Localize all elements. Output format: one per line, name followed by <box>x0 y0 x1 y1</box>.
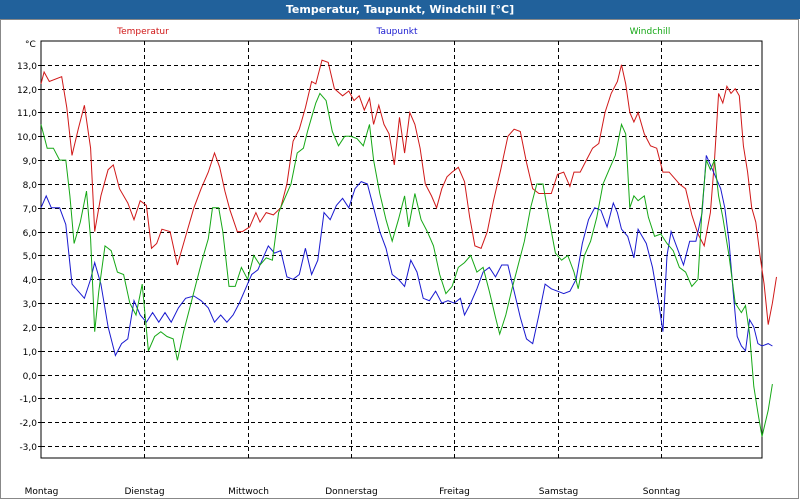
y-tick-label: 1,0 <box>23 348 38 358</box>
grid-layer <box>40 40 763 459</box>
y-tick-label: 13,0 <box>17 62 37 72</box>
x-tick-label-day: Freitag <box>439 487 470 497</box>
x-tick-label-day: Montag <box>25 487 59 497</box>
y-tick-label: 11,0 <box>17 109 37 119</box>
y-tick-label: 6,0 <box>23 229 38 239</box>
y-tick-label: 5,0 <box>23 252 38 262</box>
y-tick-label: -3,0 <box>19 443 37 453</box>
y-tick-label: 2,0 <box>23 324 38 334</box>
legend-label-windchill: Windchill <box>630 27 671 37</box>
axis-layer: -3,0 -2,0 -1,0 0,0 1,0 2,0 3,0 4,0 5,0 6,0 7,0 8,0 9… <box>17 40 680 497</box>
x-tick-label-day: Mittwoch <box>228 487 269 497</box>
x-tick-label-day: Sonntag <box>643 487 680 497</box>
chart-title: Temperatur, Taupunkt, Windchill [°C] <box>0 0 800 19</box>
y-tick-label: 7,0 <box>23 205 38 215</box>
chart-plot: -3,0 -2,0 -1,0 0,0 1,0 2,0 3,0 4,0 5,0 6,0 7,0 8,0 9… <box>17 27 777 497</box>
series-line-taupunkt <box>40 155 773 357</box>
y-tick-label: 4,0 <box>23 276 38 286</box>
y-tick-label: 0,0 <box>23 372 38 382</box>
plot-border <box>40 40 763 459</box>
y-tick-label: 9,0 <box>23 157 38 167</box>
series-line-windchill <box>40 92 773 437</box>
y-tick-label: 3,0 <box>23 300 38 310</box>
x-tick-label-day: Samstag <box>539 487 578 497</box>
x-tick-label-day: Dienstag <box>124 487 164 497</box>
x-tick-label-day: Donnerstag <box>325 487 378 497</box>
y-tick-label: 10,0 <box>17 133 37 143</box>
y-tick-label: 12,0 <box>17 86 37 96</box>
y-axis-unit: °C <box>25 40 36 50</box>
y-tick-label: -2,0 <box>19 419 37 429</box>
legend-layer: Temperatur Taupunkt Windchill <box>116 27 670 37</box>
series-layer <box>40 59 777 437</box>
y-tick-label: 8,0 <box>23 181 38 191</box>
y-tick-label: -1,0 <box>19 395 37 405</box>
legend-label-taupunkt: Taupunkt <box>375 27 418 37</box>
series-line-temperatur <box>40 59 777 325</box>
legend-label-temperatur: Temperatur <box>116 27 169 37</box>
